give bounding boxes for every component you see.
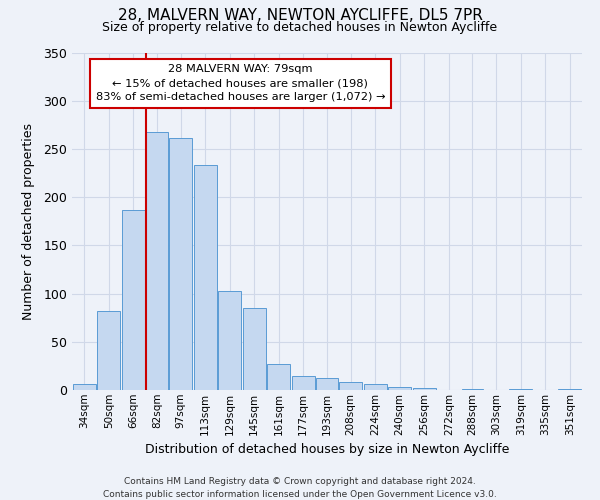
Text: Size of property relative to detached houses in Newton Aycliffe: Size of property relative to detached ho… [103, 22, 497, 35]
Bar [364, 384, 387, 390]
Bar [146, 132, 168, 390]
Bar [122, 210, 145, 390]
Bar [558, 389, 581, 390]
Bar [218, 290, 241, 390]
Bar [461, 389, 484, 390]
Bar [97, 311, 121, 390]
Text: 28, MALVERN WAY, NEWTON AYCLIFFE, DL5 7PR: 28, MALVERN WAY, NEWTON AYCLIFFE, DL5 7P… [118, 8, 482, 23]
Bar [316, 378, 338, 390]
Bar [413, 388, 436, 390]
Bar [242, 308, 266, 390]
Bar [194, 166, 217, 390]
Y-axis label: Number of detached properties: Number of detached properties [22, 122, 35, 320]
Text: Contains HM Land Registry data © Crown copyright and database right 2024.
Contai: Contains HM Land Registry data © Crown c… [103, 478, 497, 499]
X-axis label: Distribution of detached houses by size in Newton Aycliffe: Distribution of detached houses by size … [145, 443, 509, 456]
Bar [509, 389, 532, 390]
Bar [169, 138, 193, 390]
Bar [73, 384, 96, 390]
Text: 28 MALVERN WAY: 79sqm
← 15% of detached houses are smaller (198)
83% of semi-det: 28 MALVERN WAY: 79sqm ← 15% of detached … [95, 64, 385, 102]
Bar [267, 364, 290, 390]
Bar [339, 382, 362, 390]
Bar [388, 387, 412, 390]
Bar [292, 376, 315, 390]
